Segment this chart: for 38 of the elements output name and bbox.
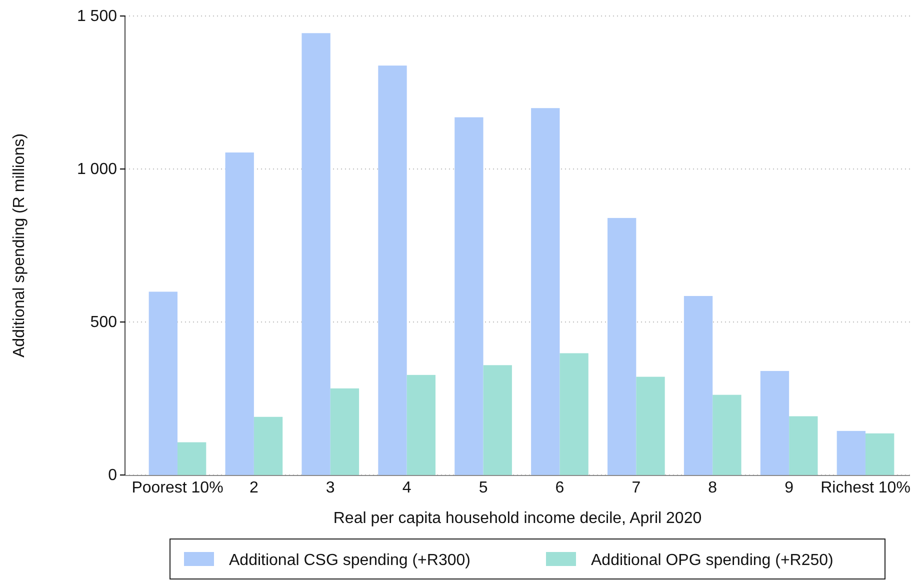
legend-label: Additional CSG spending (+R300) <box>229 552 470 569</box>
bar <box>302 33 330 475</box>
x-tick-label: 8 <box>708 479 718 496</box>
x-tick-label: 3 <box>326 479 335 496</box>
y-tick-label: 1 500 <box>76 8 118 26</box>
bar <box>789 416 818 475</box>
x-tick-label: 6 <box>555 479 564 496</box>
legend-label: Additional OPG spending (+R250) <box>591 552 834 569</box>
bar <box>608 218 636 475</box>
x-tick-label: Richest 10% <box>820 479 910 496</box>
bar <box>636 376 665 475</box>
bar <box>225 152 254 475</box>
bar <box>712 394 742 475</box>
bar <box>254 416 283 475</box>
bar <box>454 117 484 475</box>
bar <box>378 66 407 475</box>
x-tick-label: 2 <box>249 479 258 496</box>
bar <box>560 353 588 475</box>
bar <box>531 108 560 475</box>
x-axis-title: Real per capita household income decile, April 2020 <box>333 510 702 527</box>
x-tick-label: 7 <box>632 479 641 496</box>
x-tick-label: Poorest 10% <box>132 479 224 496</box>
bar <box>836 430 866 475</box>
y-tick-label: 1 000 <box>76 161 118 178</box>
bar <box>483 365 512 475</box>
y-tick-label: 0 <box>108 467 118 484</box>
bar <box>330 388 360 475</box>
bar <box>760 370 790 475</box>
y-tick-label: 500 <box>90 314 118 332</box>
bar <box>866 433 894 475</box>
x-tick-label: 5 <box>478 479 488 496</box>
bar <box>177 442 206 475</box>
y-axis-title: Additional spending (R millions) <box>11 133 28 358</box>
x-tick-label: 4 <box>402 479 412 496</box>
bar <box>148 292 178 475</box>
x-tick-label: 9 <box>784 479 794 496</box>
bar <box>406 374 436 475</box>
bar <box>684 296 713 475</box>
